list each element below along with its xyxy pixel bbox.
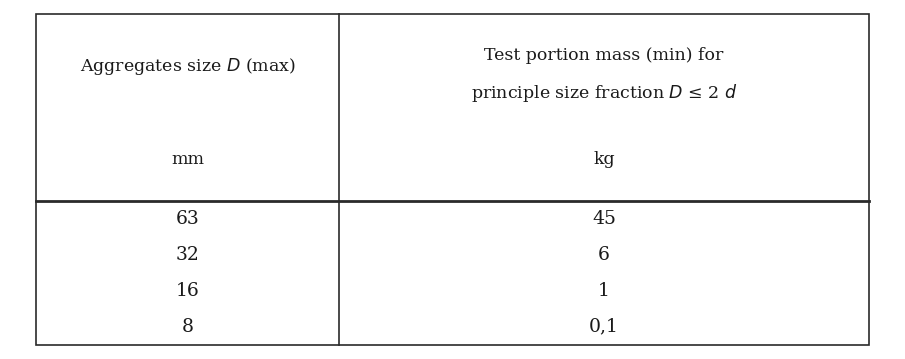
Text: 0,1: 0,1 bbox=[589, 318, 619, 336]
Text: 63: 63 bbox=[176, 210, 200, 228]
Text: Test portion mass (min) for: Test portion mass (min) for bbox=[484, 47, 724, 64]
Text: kg: kg bbox=[594, 151, 614, 168]
Text: 45: 45 bbox=[592, 210, 616, 228]
Text: 6: 6 bbox=[598, 246, 610, 264]
Text: principle size fraction $\mathit{D}$ ≤ 2 $\mathit{d}$: principle size fraction $\mathit{D}$ ≤ 2… bbox=[471, 82, 738, 104]
Text: 32: 32 bbox=[176, 246, 200, 264]
Text: Aggregates size $\mathit{D}$ (max): Aggregates size $\mathit{D}$ (max) bbox=[80, 56, 296, 77]
Text: 16: 16 bbox=[176, 282, 200, 300]
Text: 1: 1 bbox=[598, 282, 610, 300]
Text: mm: mm bbox=[171, 151, 205, 168]
Text: 8: 8 bbox=[182, 318, 194, 336]
